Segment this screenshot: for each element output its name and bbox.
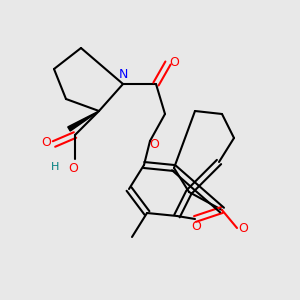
Text: O: O [150, 137, 159, 151]
Text: O: O [69, 161, 78, 175]
Text: O: O [192, 220, 201, 233]
Polygon shape [68, 111, 99, 131]
Text: O: O [238, 221, 248, 235]
Text: O: O [169, 56, 179, 70]
Text: H: H [51, 161, 60, 172]
Text: N: N [118, 68, 128, 81]
Text: O: O [42, 136, 51, 149]
